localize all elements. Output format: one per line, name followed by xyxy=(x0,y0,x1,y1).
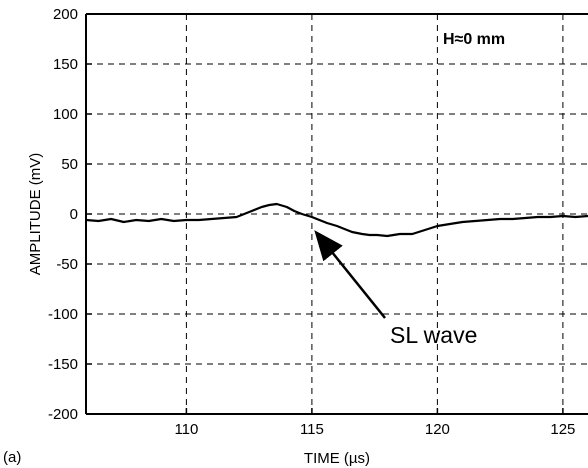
plot-frame xyxy=(86,14,588,414)
series-line xyxy=(86,204,588,236)
annotation-arrow xyxy=(317,234,385,318)
y-tick-label: -200 xyxy=(48,406,78,423)
x-tick-label: 120 xyxy=(425,421,450,438)
annotation-sl-wave: SL wave xyxy=(390,322,477,348)
panel-label: (a) xyxy=(3,449,21,466)
x-tick-label: 110 xyxy=(174,421,198,438)
x-tick-label: 125 xyxy=(550,421,575,438)
y-axis-label: AMPLITUDE (mV) xyxy=(27,153,44,276)
annotation-condition: H≈0 mm xyxy=(443,31,505,48)
y-tick-label: 150 xyxy=(53,56,78,73)
y-tick-label: -100 xyxy=(48,306,78,323)
y-tick-label: 200 xyxy=(53,6,78,23)
y-tick-label: 0 xyxy=(70,206,78,223)
grid-lines xyxy=(86,14,588,414)
y-tick-label: 100 xyxy=(53,106,78,123)
y-tick-label: -150 xyxy=(48,356,78,373)
y-tick-label: -50 xyxy=(56,256,78,273)
y-tick-label: 50 xyxy=(61,156,78,173)
data-series xyxy=(86,204,588,236)
x-axis-label: TIME (µs) xyxy=(304,450,370,467)
x-tick-label: 115 xyxy=(300,421,324,438)
